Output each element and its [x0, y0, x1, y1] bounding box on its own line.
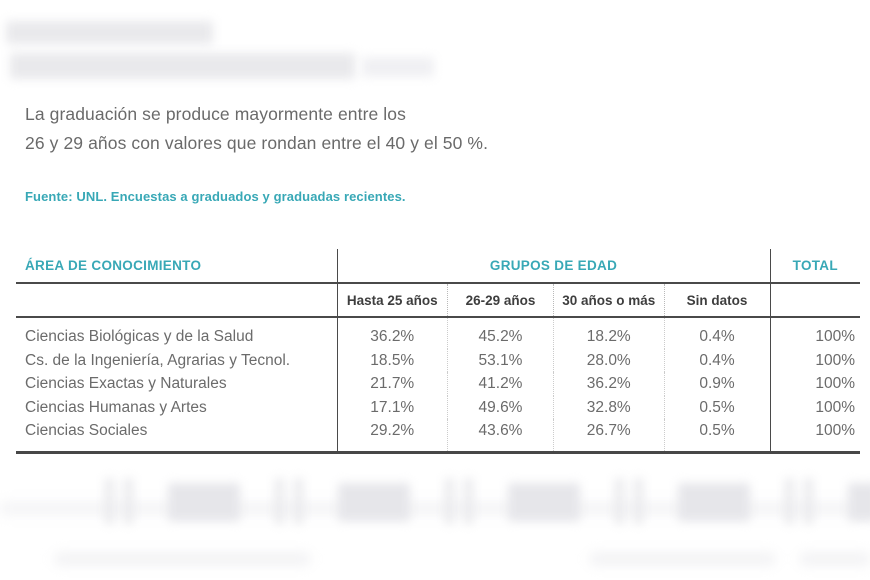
- cell-value: 41.2%: [447, 372, 554, 396]
- blurred-row-bar: [105, 478, 114, 524]
- row-area-label: Cs. de la Ingeniería, Agrarias y Tecnol.: [16, 348, 338, 372]
- blurred-heading-line-1: [6, 21, 213, 44]
- blurred-footer-band: [590, 553, 775, 565]
- blurred-row-value: [848, 483, 870, 521]
- blurred-footer-band: [800, 553, 870, 565]
- cell-value: 0.4%: [663, 348, 771, 372]
- table-row: Ciencias Humanas y Artes 17.1% 49.6% 32.…: [16, 395, 860, 419]
- cell-value: 26.7%: [553, 419, 664, 454]
- cell-total: 100%: [815, 328, 856, 345]
- row-area-label: Ciencias Biológicas y de la Salud: [16, 317, 338, 349]
- blurred-row-bar: [785, 478, 794, 524]
- blurred-row-bar: [124, 478, 133, 524]
- cell-value: 0.5%: [663, 395, 771, 419]
- column-header-age-groups: GRUPOS DE EDAD: [337, 249, 771, 284]
- row-area-label: Ciencias Humanas y Artes: [16, 395, 338, 419]
- blurred-row-value: [678, 483, 750, 521]
- cell-total: 100%: [815, 398, 856, 416]
- subheader-empty-total: [770, 283, 861, 318]
- blurred-row-bar: [275, 478, 284, 524]
- blurred-row-bar: [615, 478, 624, 524]
- blurred-row-bar: [804, 478, 813, 524]
- subheader-26-29-anos: 26-29 años: [447, 283, 554, 318]
- blurred-row-bar: [634, 478, 643, 524]
- cell-value: 49.6%: [447, 395, 554, 419]
- cell-total: 100%: [815, 375, 856, 392]
- subheader-sin-datos: Sin datos: [663, 283, 771, 318]
- subheader-hasta-25-anos: Hasta 25 años: [337, 283, 448, 318]
- column-header-area: ÁREA DE CONOCIMIENTO: [16, 249, 338, 284]
- subheader-30-anos-mas: 30 años o más: [553, 283, 664, 318]
- cell-value: 18.2%: [553, 317, 664, 349]
- row-area-label: Ciencias Sociales: [16, 419, 338, 454]
- blurred-row-value: [338, 483, 410, 521]
- data-table: ÁREA DE CONOCIMIENTO GRUPOS DE EDAD TOTA…: [16, 249, 861, 454]
- cell-value: 36.2%: [370, 328, 415, 345]
- source-text: Fuente: UNL. Encuestas a graduados y gra…: [25, 189, 406, 204]
- blurred-row-bar: [445, 478, 454, 524]
- cell-value: 29.2%: [337, 419, 448, 454]
- blurred-footer-band: [55, 553, 310, 565]
- table-row: Ciencias Sociales 29.2% 43.6% 26.7% 0.5%…: [16, 419, 861, 454]
- cell-value: 53.1%: [447, 348, 554, 372]
- cell-value: 28.0%: [553, 348, 664, 372]
- table-row: Ciencias Biológicas y de la Salud 36.2% …: [16, 317, 860, 349]
- cell-total: 100%: [770, 419, 861, 454]
- table-row: Ciencias Exactas y Naturales 21.7% 41.2%…: [16, 372, 860, 396]
- table-row: Cs. de la Ingeniería, Agrarias y Tecnol.…: [16, 348, 860, 372]
- column-header-total: TOTAL: [770, 249, 861, 284]
- cell-value: 43.6%: [447, 419, 554, 454]
- table-subheader-row: Hasta 25 años 26-29 años 30 años o más S…: [16, 283, 861, 318]
- blurred-row-bar: [464, 478, 473, 524]
- blurred-heading-line-2: [10, 53, 355, 79]
- intro-text: La graduación se produce mayormente entr…: [25, 100, 488, 158]
- cell-value: 0.9%: [663, 372, 771, 396]
- blurred-row-bar: [294, 478, 303, 524]
- intro-line-2: 26 y 29 años con valores que rondan entr…: [25, 133, 489, 153]
- subheader-empty: [16, 283, 338, 318]
- row-area-label: Ciencias Exactas y Naturales: [16, 372, 338, 396]
- cell-value: 18.5%: [370, 351, 415, 369]
- cell-value: 17.1%: [370, 398, 415, 416]
- cell-value: 45.2%: [447, 317, 554, 349]
- cell-value: 36.2%: [553, 372, 664, 396]
- intro-line-1: La graduación se produce mayormente entr…: [25, 104, 406, 124]
- cell-value: 32.8%: [553, 395, 664, 419]
- blurred-row-value: [168, 483, 240, 521]
- cell-total: 100%: [815, 351, 856, 369]
- blurred-heading-line-2-tail: [362, 57, 434, 77]
- cell-value: 21.7%: [370, 375, 415, 392]
- cell-value: 0.4%: [663, 317, 771, 349]
- blurred-row-value: [508, 483, 580, 521]
- table-header-row: ÁREA DE CONOCIMIENTO GRUPOS DE EDAD TOTA…: [16, 249, 861, 284]
- cell-value: 0.5%: [663, 419, 771, 454]
